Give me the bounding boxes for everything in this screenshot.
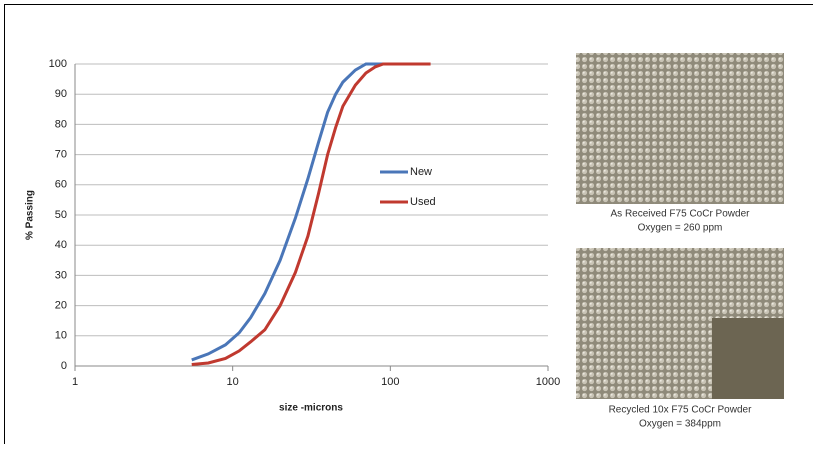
image-caption: Oxygen = 260 ppm: [638, 223, 723, 234]
image-caption: Recycled 10x F75 CoCr Powder: [609, 405, 753, 416]
y-tick-label: 30: [55, 269, 67, 281]
x-axis-label: size -microns: [279, 403, 343, 414]
y-tick-label: 70: [55, 149, 67, 161]
y-tick-label: 100: [49, 58, 67, 70]
y-tick-label: 40: [55, 239, 67, 251]
y-tick-label: 0: [61, 360, 67, 372]
micrograph-as-received: [576, 53, 784, 204]
y-tick-label: 10: [55, 330, 67, 342]
y-tick-label: 90: [55, 88, 67, 100]
image-caption: As Received F75 CoCr Powder: [611, 209, 751, 220]
x-tick-label: 1: [72, 376, 78, 388]
micrograph-inset: [712, 318, 784, 399]
y-tick-label: 60: [55, 179, 67, 191]
y-tick-label: 20: [55, 300, 67, 312]
x-tick-label: 100: [381, 376, 399, 388]
x-tick-label: 10: [227, 376, 239, 388]
data-line: [191, 62, 391, 362]
data-line: [191, 62, 431, 366]
legend-label: New: [410, 166, 432, 178]
y-tick-label: 80: [55, 118, 67, 130]
legend-label: Used: [410, 196, 436, 208]
x-tick-label: 1000: [536, 376, 560, 388]
image-caption: Oxygen = 384ppm: [639, 419, 721, 430]
y-tick-label: 50: [55, 209, 67, 221]
y-axis-label: % Passing: [25, 190, 36, 240]
